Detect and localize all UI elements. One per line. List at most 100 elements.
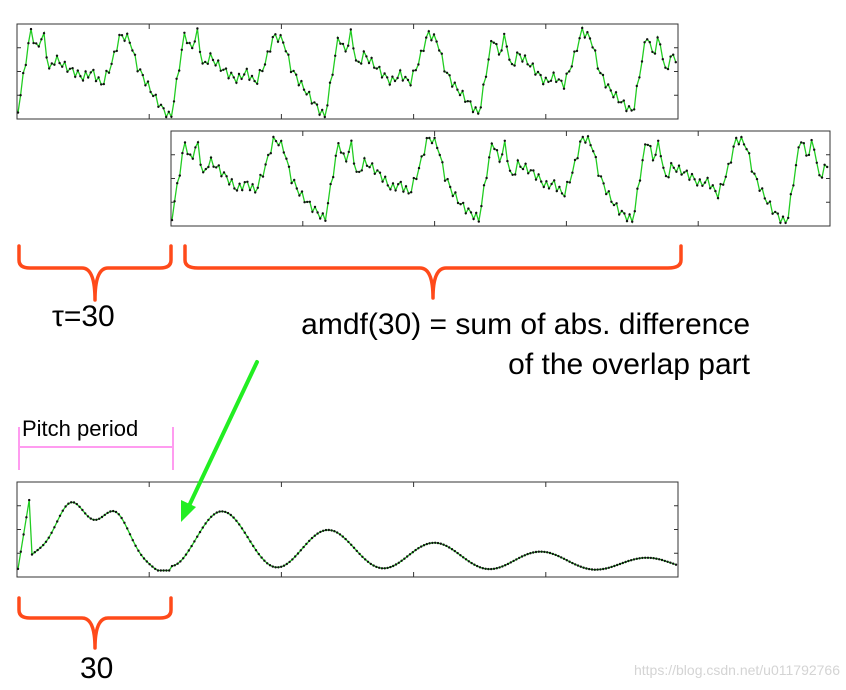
amdf-sample-dot: [341, 535, 344, 538]
amdf-sample-dot: [274, 566, 277, 569]
sample-dot: [251, 183, 254, 186]
sample-dot: [510, 62, 514, 66]
amdf-sample-dot: [106, 511, 109, 515]
sample-dot: [646, 143, 649, 147]
sample-dot: [683, 171, 686, 174]
amdf-sample-dot: [551, 552, 554, 556]
sample-dot: [375, 67, 378, 70]
amdf-sample-dot: [159, 569, 162, 572]
amdf-sample-dot: [198, 530, 202, 534]
amdf-sample-dot: [196, 535, 199, 538]
amdf-sample-dot: [112, 509, 115, 513]
sample-dot: [487, 58, 490, 61]
sample-dot: [319, 217, 322, 220]
sample-dot: [191, 46, 194, 50]
amdf-sample-dot: [81, 508, 84, 512]
sample-dot: [466, 100, 469, 103]
amdf-sample-dot: [568, 560, 571, 563]
sample-dot: [597, 174, 600, 177]
amdf-sample-dot: [537, 550, 540, 553]
sample-dot: [261, 175, 265, 178]
thirty-brace: [17, 596, 173, 650]
sample-dot: [740, 135, 743, 139]
sample-dot: [261, 69, 264, 73]
sample-dot: [672, 166, 675, 169]
sample-dot: [81, 79, 85, 82]
sample-dot: [467, 207, 470, 210]
sample-dot: [547, 80, 550, 84]
amdf-sample-dot: [593, 568, 596, 571]
sample-dot: [146, 80, 150, 83]
amdf-sample-dot: [392, 564, 395, 568]
sample-dot: [188, 41, 191, 45]
sample-dot: [370, 56, 373, 60]
sample-dot: [412, 176, 415, 180]
sample-dot: [518, 53, 521, 56]
sample-dot: [209, 156, 213, 159]
sample-dot: [136, 70, 139, 73]
sample-dot: [159, 103, 163, 107]
sample-dot: [189, 153, 192, 156]
sample-dot: [469, 100, 472, 103]
amdf-sample-dot: [243, 531, 246, 534]
amdf-sample-dot: [134, 544, 137, 547]
sample-dot: [662, 166, 665, 169]
pointer-arrow: [181, 360, 259, 522]
sample-dot: [354, 59, 358, 62]
sample-dot: [24, 63, 27, 67]
sample-dot: [105, 69, 108, 73]
sample-dot: [508, 169, 512, 172]
sample-dot: [55, 54, 59, 57]
sample-dot: [37, 45, 40, 48]
sample-dot: [202, 171, 205, 174]
sample-dot: [742, 143, 746, 146]
sample-dot: [181, 151, 184, 155]
sample-dot: [495, 42, 498, 46]
sample-dot: [459, 203, 462, 206]
sample-dot: [339, 42, 342, 45]
amdf-sample-dot: [428, 542, 431, 545]
sample-dot: [417, 63, 420, 66]
sample-dot: [243, 181, 246, 184]
amdf-sample-dot: [294, 555, 297, 558]
amdf-sample-dot: [638, 557, 641, 560]
sample-dot: [35, 42, 38, 45]
sample-dot: [763, 197, 766, 200]
amdf-sample-dot: [344, 537, 347, 541]
amdf-sample-dot: [302, 545, 305, 549]
sample-dot: [471, 110, 475, 114]
amdf-sample-dot: [669, 561, 672, 564]
sample-dot: [445, 71, 449, 75]
amdf-sample-dot: [67, 502, 70, 505]
sample-dot: [534, 73, 537, 76]
sample-dot: [386, 184, 389, 187]
sample-dot: [526, 63, 529, 66]
amdf-sample-dot: [408, 553, 412, 556]
sample-dot: [461, 89, 464, 93]
sample-dot: [511, 173, 514, 176]
sample-dot: [280, 139, 283, 143]
sample-dot: [331, 73, 334, 77]
amdf-sample-dot: [235, 519, 238, 522]
sample-dot: [745, 148, 748, 151]
sample-dot: [599, 175, 603, 178]
amdf-sample-dot: [663, 559, 666, 563]
sample-dot: [217, 59, 220, 62]
sample-dot: [271, 35, 274, 39]
amdf-sample-dot: [604, 567, 608, 570]
amdf-sample-dot: [207, 518, 210, 522]
sample-dot: [334, 154, 337, 157]
sample-dot: [797, 146, 800, 149]
sample-dot: [591, 46, 594, 49]
sample-dot: [490, 142, 493, 145]
amdf-sample-dot: [442, 543, 445, 546]
sample-dot: [68, 67, 72, 71]
sample-dot: [425, 36, 428, 39]
sample-dot: [178, 174, 181, 177]
sample-dot: [428, 136, 431, 140]
sample-dot: [578, 37, 581, 40]
sample-dot: [605, 192, 608, 196]
sample-dot: [321, 212, 324, 215]
amdf-sample-dot: [140, 553, 143, 557]
sample-dot: [755, 177, 759, 181]
